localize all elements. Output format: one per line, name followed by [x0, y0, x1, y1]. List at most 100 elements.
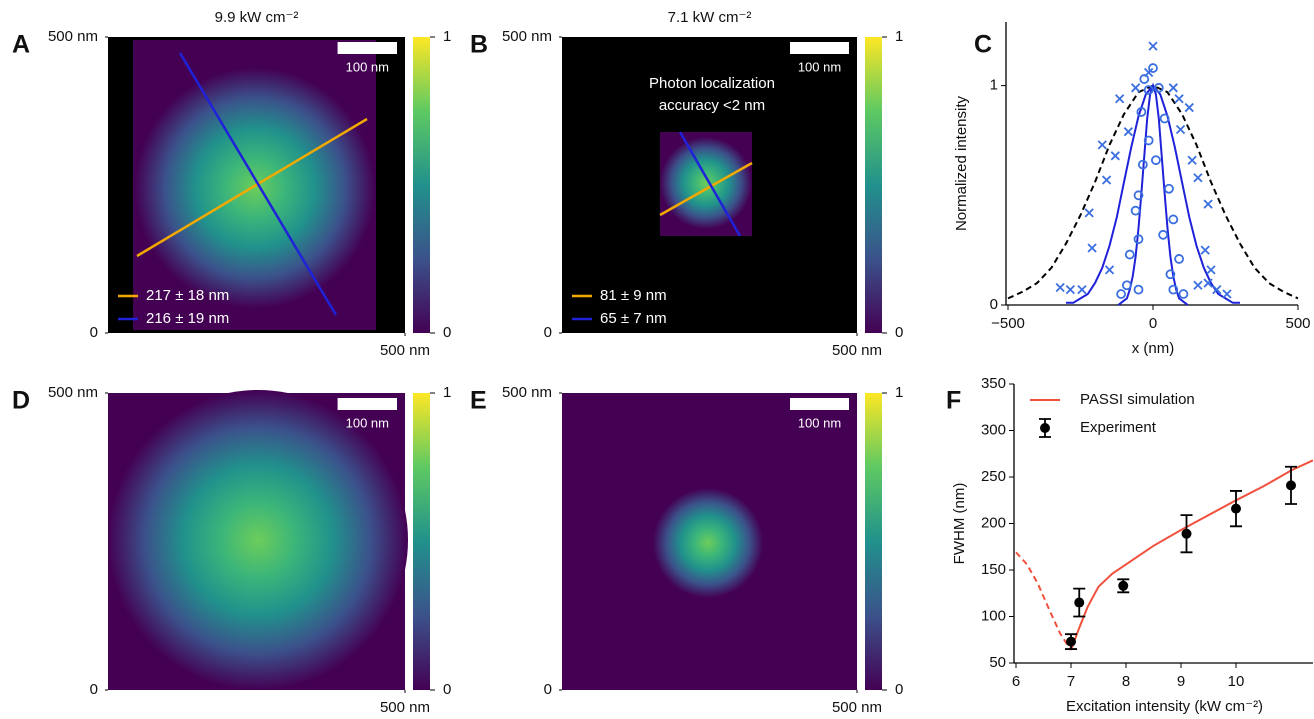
colorbar-tick-label: 0: [443, 681, 451, 698]
cross-marker: [1087, 243, 1097, 253]
panel-title: 7.1 kW cm⁻²: [668, 9, 752, 26]
scale-bar: [337, 42, 397, 54]
circle-marker: [1165, 269, 1176, 280]
legend-swatch-dot: [1040, 423, 1050, 433]
x-axis-label: x (nm): [1132, 340, 1175, 357]
data-point: [1286, 480, 1296, 491]
y-tick-label: 0: [544, 681, 552, 698]
circle-marker: [1116, 289, 1126, 299]
y-axis-label: FWHM (nm): [951, 483, 968, 565]
y-tick-label: 500 nm: [48, 384, 98, 401]
circle-marker: [1168, 284, 1179, 295]
panel-letter: D: [12, 387, 30, 415]
cross-marker: [1184, 102, 1194, 113]
circle-marker: [1124, 249, 1135, 260]
panel-letter: A: [12, 31, 30, 59]
circle-marker: [1133, 234, 1144, 245]
y-tick-label: 300: [981, 421, 1006, 438]
cross-marker: [1110, 151, 1120, 161]
data-point: [1181, 528, 1192, 539]
circle-marker: [1178, 289, 1189, 299]
scale-bar: [790, 42, 849, 54]
panel-letter: C: [974, 31, 992, 59]
line-segment: [1070, 459, 1314, 651]
circle-marker: [1168, 214, 1179, 225]
scale-bar-label: 100 nm: [798, 59, 841, 74]
y-tick-label: 150: [981, 561, 1006, 578]
cross-marker: [1175, 124, 1186, 135]
colorbar-tick-label: 0: [443, 324, 451, 341]
y-tick-label: 500 nm: [502, 28, 552, 45]
scale-bar-label: 100 nm: [798, 415, 841, 430]
line: [1066, 84, 1240, 304]
colorbar-tick-label: 0: [895, 681, 903, 698]
circle-marker: [1136, 107, 1147, 117]
cross-marker: [1206, 265, 1216, 275]
annotation: accuracy <2 nm: [659, 97, 765, 114]
circle-marker: [1164, 183, 1174, 194]
data-point: [1066, 636, 1076, 647]
x-tick-label: 8: [1122, 673, 1130, 690]
x-axis-label: Excitation intensity (kW cm⁻²): [1066, 698, 1263, 715]
y-tick-label: 200: [981, 514, 1006, 531]
intensity-spot: [660, 137, 752, 229]
data-point: [1231, 503, 1241, 514]
line-segment: [1015, 551, 1072, 651]
cross-marker: [1104, 265, 1115, 275]
line-cut: [136, 117, 368, 258]
circle-marker: [1158, 229, 1169, 240]
cross-marker: [1200, 245, 1210, 255]
y-tick-label: 0: [90, 681, 98, 698]
legend-label: 81 ± 9 nm: [600, 287, 667, 304]
colorbar-tick-label: 1: [895, 28, 903, 45]
circle-marker: [1174, 254, 1184, 264]
circle-marker: [1137, 159, 1148, 170]
y-tick-label: 50: [989, 654, 1006, 671]
colorbar: [413, 393, 430, 690]
circle-marker: [1148, 63, 1158, 73]
x-tick-label: 7: [1067, 673, 1075, 690]
x-tick-label: −500: [991, 315, 1025, 332]
legend-label: PASSI simulation: [1080, 391, 1195, 408]
cross-marker: [1084, 208, 1094, 218]
x-tick-label: 500 nm: [380, 699, 430, 716]
x-tick-label: 6: [1012, 673, 1020, 690]
cross-marker: [1187, 155, 1197, 165]
circle-marker: [1159, 113, 1170, 124]
cross-marker: [1222, 289, 1232, 299]
circle-marker: [1130, 205, 1141, 216]
y-tick-label: 500 nm: [48, 28, 98, 45]
cross-marker: [1168, 83, 1178, 93]
y-tick-label: 1: [990, 77, 998, 94]
line-cut: [178, 52, 338, 316]
colorbar: [865, 393, 882, 690]
cross-marker: [1115, 94, 1125, 104]
cross-marker: [1193, 173, 1203, 183]
colorbar-tick-label: 1: [443, 384, 451, 401]
line-cut: [659, 161, 753, 217]
cross-marker: [1203, 278, 1213, 288]
cross-marker: [1203, 199, 1213, 209]
x-tick-label: 500: [1285, 315, 1310, 332]
cross-marker: [1193, 280, 1203, 290]
intensity-spot: [135, 68, 375, 308]
data-point: [1118, 580, 1129, 591]
cross-marker: [1148, 41, 1158, 51]
y-tick-label: 500 nm: [502, 384, 552, 401]
line: [1117, 82, 1189, 306]
x-tick-label: 0: [1149, 315, 1157, 332]
circle-marker: [1122, 280, 1132, 291]
legend-label: 217 ± 18 nm: [146, 287, 229, 304]
cross-marker: [1101, 175, 1112, 185]
cross-marker: [1123, 127, 1133, 137]
x-tick-label: 500 nm: [380, 342, 430, 359]
panel-letter: B: [470, 31, 488, 59]
y-tick-label: 0: [990, 296, 998, 313]
line: [1007, 84, 1299, 300]
y-tick-label: 250: [981, 468, 1006, 485]
circle-marker: [1143, 135, 1154, 146]
panel-letter: F: [946, 387, 961, 415]
x-tick-label: 500 nm: [832, 342, 882, 359]
scale-bar: [790, 398, 849, 410]
